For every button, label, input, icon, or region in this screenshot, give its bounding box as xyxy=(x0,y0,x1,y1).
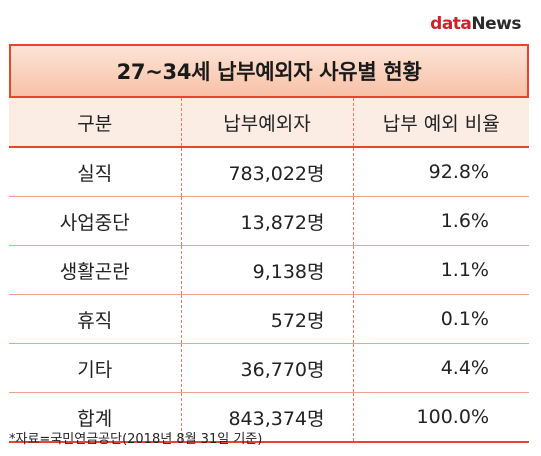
logo-data-text: data xyxy=(430,14,472,34)
table-header-row: 구분 납부예외자 납부 예외 비율 xyxy=(9,98,529,148)
row-category: 기타 xyxy=(9,343,181,393)
datanews-logo: dataNews xyxy=(430,14,521,34)
table-row: 기타 36,770명 4.4% xyxy=(9,343,529,393)
logo-news-text: News xyxy=(471,14,521,34)
table-row: 휴직 572명 0.1% xyxy=(9,294,529,344)
row-category: 생활곤란 xyxy=(9,245,181,295)
row-rate: 92.8% xyxy=(352,147,529,197)
row-rate: 1.1% xyxy=(352,245,529,295)
exemption-table-container: 27~34세 납부예외자 사유별 현황 구분 납부예외자 납부 예외 비율 실직… xyxy=(9,44,529,443)
row-rate: 4.4% xyxy=(352,343,529,393)
row-count: 13,872명 xyxy=(180,196,353,246)
header-rate: 납부 예외 비율 xyxy=(352,98,529,148)
row-category: 실직 xyxy=(9,147,181,197)
exemption-table: 구분 납부예외자 납부 예외 비율 실직 783,022명 92.8% 사업중단… xyxy=(9,98,529,443)
total-count: 843,374명 xyxy=(180,392,353,443)
table-row: 사업중단 13,872명 1.6% xyxy=(9,196,529,246)
table-total-row: 합계 843,374명 100.0% xyxy=(9,392,529,443)
row-count: 9,138명 xyxy=(180,245,353,295)
header-category: 구분 xyxy=(9,98,181,148)
table-row: 생활곤란 9,138명 1.1% xyxy=(9,245,529,295)
source-note: *자료=국민연금공단(2018년 8월 31일 기준) xyxy=(9,432,263,447)
total-category: 합계 xyxy=(9,392,181,443)
row-count: 36,770명 xyxy=(180,343,353,393)
total-rate: 100.0% xyxy=(352,392,529,443)
table-title: 27~34세 납부예외자 사유별 현황 xyxy=(116,60,422,84)
row-category: 휴직 xyxy=(9,294,181,344)
row-category: 사업중단 xyxy=(9,196,181,246)
row-count: 783,022명 xyxy=(180,147,353,197)
header-count: 납부예외자 xyxy=(180,98,353,148)
table-title-bar: 27~34세 납부예외자 사유별 현황 xyxy=(9,44,529,98)
row-rate: 1.6% xyxy=(352,196,529,246)
row-count: 572명 xyxy=(180,294,353,344)
row-rate: 0.1% xyxy=(352,294,529,344)
table-row: 실직 783,022명 92.8% xyxy=(9,147,529,197)
